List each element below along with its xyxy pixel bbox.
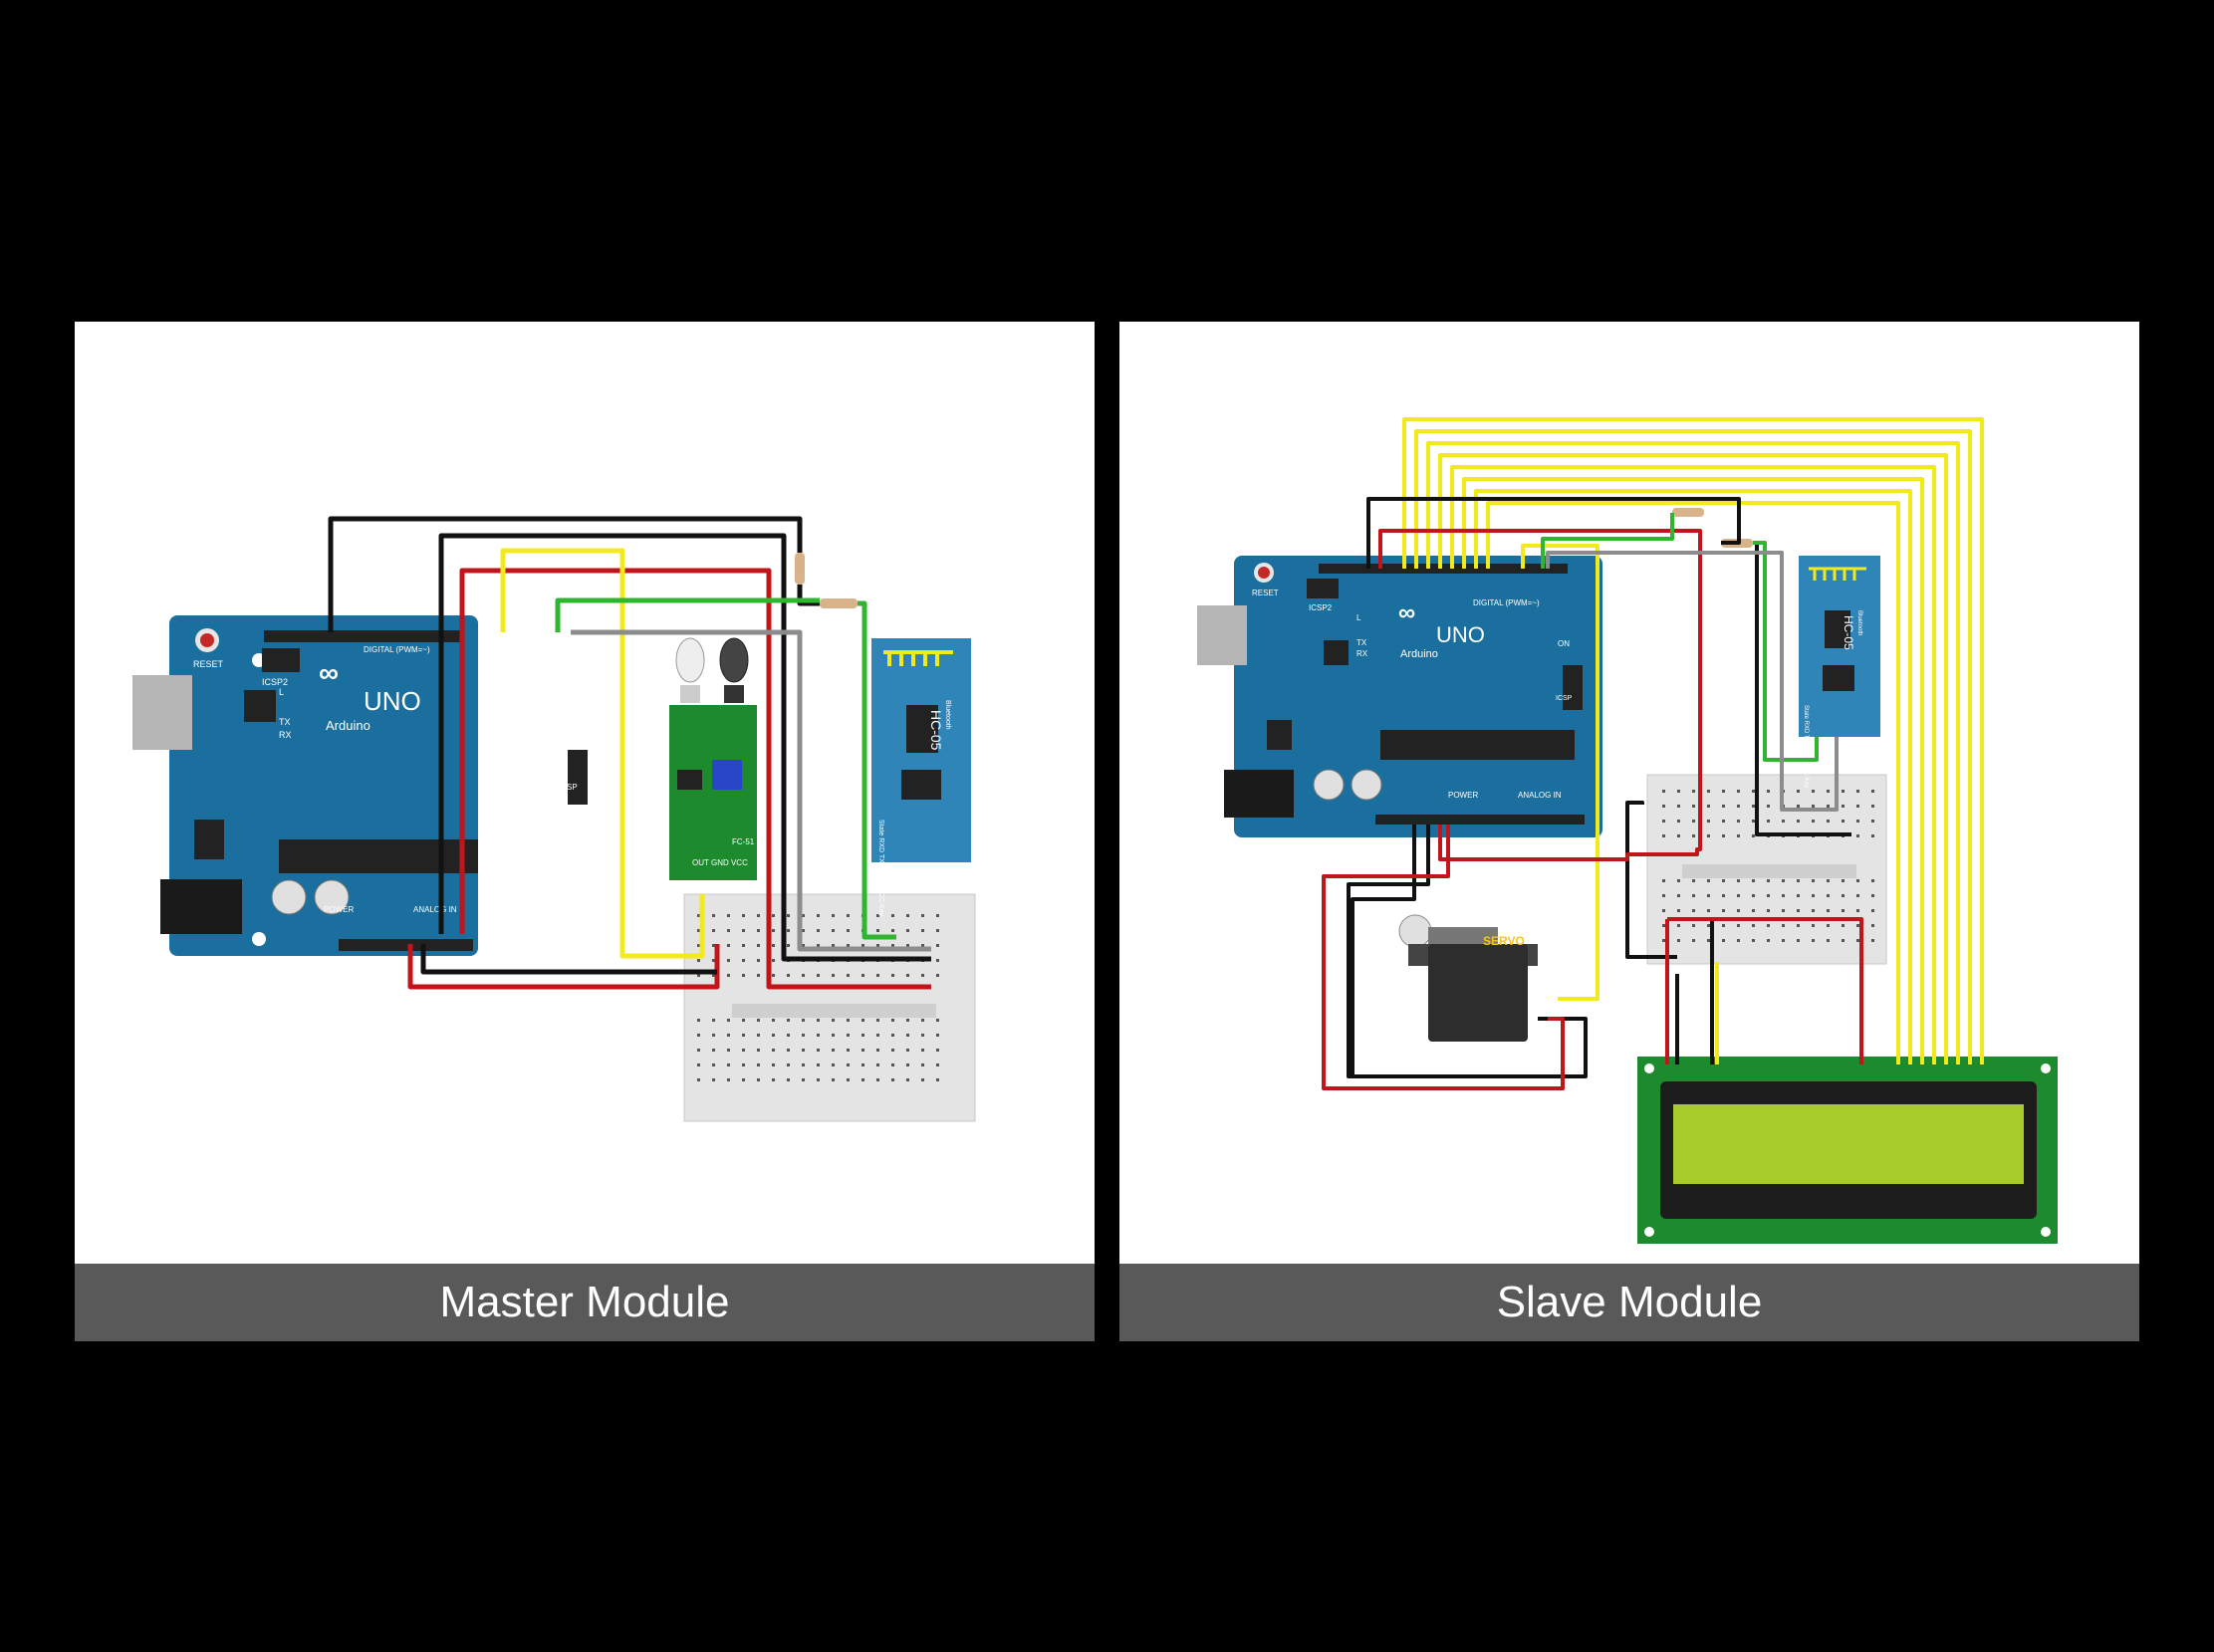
led-l-label: L [279,687,284,697]
microcontroller-chip [1380,730,1575,760]
bt-pins-label: State RXD TXD GND VCC Key [877,820,884,917]
microcontroller-chip [279,839,478,873]
power-label: POWER [324,905,354,914]
led-on-label: ON [557,720,571,730]
master-breadboard [683,893,976,1122]
master-wires [328,516,931,990]
analog-label: ANALOG IN [413,905,457,914]
master-ir-sensor: OUT GND VCC FC-51 [669,637,757,880]
digital-header [1319,564,1568,574]
led-on-label: ON [1558,639,1570,648]
slave-breadboard [1646,774,1887,965]
icsp-label: ICSP [1556,695,1573,702]
usb-port [132,675,192,750]
uno-label: UNO [364,686,421,716]
icsp2-label: ICSP2 [1309,603,1333,612]
led-l-label: L [1356,613,1361,622]
power-label: POWER [1448,791,1478,800]
power-analog-header [1375,815,1585,825]
slave-lcd-16x2 [1637,1057,2058,1244]
arduino-label: Arduino [326,718,370,733]
slave-bluetooth-module: HC-05 Bluetooth State RXD TXD GND VCC Ke… [1799,556,1880,788]
uno-label: UNO [1436,622,1485,647]
reset-label: RESET [193,659,224,669]
icsp-label: ICSP [559,783,578,792]
led-rx-label: RX [1356,649,1368,658]
master-module-panel: RESET ICSP2 ∞ UNO Arduino DIGITAL (PWM=~… [75,322,1095,1341]
led-tx-label: TX [1356,638,1367,647]
bt-sub-label: Bluetooth [944,700,951,730]
icsp2-label: ICSP2 [262,677,288,687]
master-caption: Master Module [75,1264,1095,1341]
infinity-logo: ∞ [1398,599,1415,626]
led-tx-label: TX [279,717,291,727]
slave-arduino-uno: RESET ICSP2 ∞ UNO Arduino DIGITAL (PWM=~… [1197,556,1602,837]
reset-label: RESET [1252,589,1279,597]
slave-module-panel: RESET ICSP2 ∞ UNO Arduino DIGITAL (PWM=~… [1119,322,2139,1341]
slave-wires [1322,417,1984,1090]
ir-pins-label: OUT GND VCC [692,858,748,867]
bt-model-label: HC-05 [928,710,944,751]
slave-servo: SERVO [1398,914,1538,1042]
power-analog-header [339,939,473,951]
infinity-logo: ∞ [319,657,339,688]
led-rx-label: RX [279,730,292,740]
servo-label: SERVO [1483,934,1525,948]
usb-port [1197,605,1247,665]
master-circuit-diagram: RESET ICSP2 ∞ UNO Arduino DIGITAL (PWM=~… [132,516,976,1122]
slave-caption: Slave Module [1119,1264,2139,1341]
arduino-label: Arduino [1400,648,1438,660]
power-jack [1224,770,1294,818]
digital-header [264,630,461,642]
analog-label: ANALOG IN [1518,791,1562,800]
master-resistors [795,553,858,608]
slave-circuit-diagram: RESET ICSP2 ∞ UNO Arduino DIGITAL (PWM=~… [1197,417,2058,1244]
bt-sub-label: Bluetooth [1856,610,1862,635]
digital-label: DIGITAL (PWM=~) [364,645,430,654]
ir-model-label: FC-51 [732,837,755,846]
bt-pins-label: State RXD TXD GND VCC Key [1803,705,1809,788]
digital-label: DIGITAL (PWM=~) [1473,598,1540,607]
power-jack [160,879,242,934]
master-bluetooth-module: HC-05 Bluetooth State RXD TXD GND VCC Ke… [871,638,971,917]
master-arduino-uno: RESET ICSP2 ∞ UNO Arduino DIGITAL (PWM=~… [132,615,598,956]
bt-model-label: HC-05 [1842,615,1855,650]
